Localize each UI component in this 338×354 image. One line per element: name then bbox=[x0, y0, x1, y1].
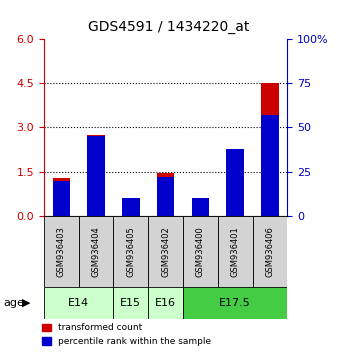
Text: age: age bbox=[3, 298, 24, 308]
Bar bbox=[252, 216, 287, 287]
Bar bbox=[44, 216, 79, 287]
Bar bbox=[157, 177, 174, 216]
Bar bbox=[226, 172, 244, 216]
Bar bbox=[122, 198, 140, 216]
Bar bbox=[88, 136, 105, 216]
Bar bbox=[53, 178, 70, 216]
Text: E14: E14 bbox=[68, 298, 89, 308]
Bar bbox=[79, 216, 114, 287]
Bar bbox=[192, 198, 209, 216]
Bar bbox=[114, 287, 148, 319]
Bar bbox=[261, 83, 279, 216]
Bar bbox=[192, 212, 209, 216]
Bar bbox=[261, 115, 279, 216]
Text: GSM936400: GSM936400 bbox=[196, 226, 205, 277]
Bar bbox=[114, 216, 148, 287]
Legend: transformed count, percentile rank within the sample: transformed count, percentile rank withi… bbox=[38, 320, 215, 349]
Bar bbox=[148, 216, 183, 287]
Text: GSM936406: GSM936406 bbox=[265, 226, 274, 277]
Bar bbox=[226, 149, 244, 216]
Text: GSM936403: GSM936403 bbox=[57, 226, 66, 277]
Text: GSM936401: GSM936401 bbox=[231, 226, 240, 277]
Text: GSM936404: GSM936404 bbox=[92, 226, 101, 277]
Bar bbox=[44, 287, 114, 319]
Bar bbox=[88, 135, 105, 216]
Text: GSM936405: GSM936405 bbox=[126, 226, 135, 277]
Text: E17.5: E17.5 bbox=[219, 298, 251, 308]
Bar bbox=[148, 287, 183, 319]
Text: GDS4591 / 1434220_at: GDS4591 / 1434220_at bbox=[88, 19, 250, 34]
Text: GSM936402: GSM936402 bbox=[161, 226, 170, 277]
Bar bbox=[53, 181, 70, 216]
Text: E16: E16 bbox=[155, 298, 176, 308]
Text: E15: E15 bbox=[120, 298, 141, 308]
Bar bbox=[183, 287, 287, 319]
Bar bbox=[183, 216, 218, 287]
Text: ▶: ▶ bbox=[22, 298, 30, 308]
Bar bbox=[218, 216, 252, 287]
Bar bbox=[122, 210, 140, 216]
Bar bbox=[157, 173, 174, 216]
